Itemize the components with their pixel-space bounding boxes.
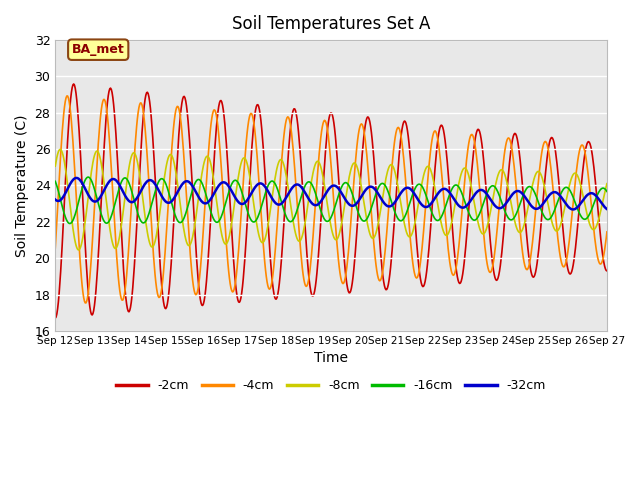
Y-axis label: Soil Temperature (C): Soil Temperature (C) (15, 114, 29, 257)
Title: Soil Temperatures Set A: Soil Temperatures Set A (232, 15, 430, 33)
Text: BA_met: BA_met (72, 43, 125, 56)
X-axis label: Time: Time (314, 351, 348, 365)
Legend: -2cm, -4cm, -8cm, -16cm, -32cm: -2cm, -4cm, -8cm, -16cm, -32cm (111, 374, 551, 397)
